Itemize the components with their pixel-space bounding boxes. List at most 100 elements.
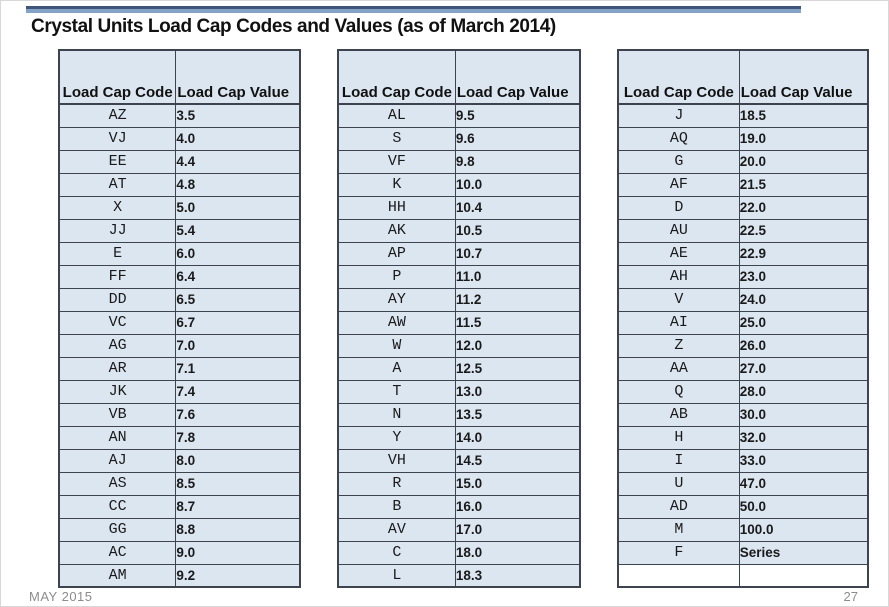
load-cap-value-cell: 4.8 [175,172,301,197]
load-cap-value-cell: 47.0 [738,471,869,496]
load-cap-value-cell: 11.5 [454,310,581,335]
load-cap-code-cell: DD [58,287,177,312]
load-cap-value-cell: 4.4 [175,149,301,174]
load-cap-value-cell: 15.0 [454,471,581,496]
table-row: I 33.0 [617,448,869,473]
load-cap-value-cell: 28.0 [738,379,869,404]
load-cap-value-cell: 22.0 [738,195,869,220]
load-cap-code-cell: VF [337,149,456,174]
table-row: H 32.0 [617,425,869,450]
load-cap-code-cell: S [337,126,456,151]
load-cap-value-cell: 8.7 [175,494,301,519]
load-cap-value-header: Load Cap Value [454,49,581,105]
table-row: C 18.0 [337,540,581,565]
load-cap-value-cell: 9.6 [454,126,581,151]
page-number: 27 [843,589,858,604]
load-cap-code-cell: AC [58,540,177,565]
load-cap-code-cell: FF [58,264,177,289]
load-cap-code-cell: H [617,425,740,450]
table-row: VC 6.7 [58,310,301,335]
load-cap-value-cell: 9.2 [175,563,301,588]
load-cap-code-cell: C [337,540,456,565]
load-cap-code-cell: VB [58,402,177,427]
table-row: J 18.5 [617,103,869,128]
load-cap-code-cell: T [337,379,456,404]
load-cap-code-cell: AL [337,103,456,128]
table-row: JK 7.4 [58,379,301,404]
footer-date: MAY 2015 [29,589,93,604]
table-row: Y 14.0 [337,425,581,450]
load-cap-value-cell: 12.0 [454,333,581,358]
load-cap-value-cell: 23.0 [738,264,869,289]
table-row: AT 4.8 [58,172,301,197]
load-cap-code-cell: AH [617,264,740,289]
table-row: AK 10.5 [337,218,581,243]
load-cap-code-cell: AK [337,218,456,243]
load-cap-code-cell: R [337,471,456,496]
load-cap-code-cell: AR [58,356,177,381]
load-cap-value-cell: 7.6 [175,402,301,427]
table-row: AZ 3.5 [58,103,301,128]
table-row: AR 7.1 [58,356,301,381]
load-cap-value-cell: 7.1 [175,356,301,381]
table-row: VB 7.6 [58,402,301,427]
header-row: Load Cap Code Load Cap Value [337,49,581,105]
table-row: AY 11.2 [337,287,581,312]
load-cap-code-cell: AQ [617,126,740,151]
load-cap-code-cell: K [337,172,456,197]
load-cap-table-1: Load Cap Code Load Cap Value AZ 3.5 VJ 4.0 EE 4… [58,49,301,588]
load-cap-value-cell: 13.0 [454,379,581,404]
load-cap-code-cell: Q [617,379,740,404]
table-row: F Series [617,540,869,565]
load-cap-value-cell: 4.0 [175,126,301,151]
load-cap-code-cell: I [617,448,740,473]
load-cap-code-cell: CC [58,494,177,519]
load-cap-code-header: Load Cap Code [617,49,740,105]
table-row: EE 4.4 [58,149,301,174]
table-row: M 100.0 [617,517,869,542]
load-cap-value-cell: 16.0 [454,494,581,519]
load-cap-code-cell: D [617,195,740,220]
load-cap-code-cell: VC [58,310,177,335]
table-row: AP 10.7 [337,241,581,266]
load-cap-value-cell: 9.5 [454,103,581,128]
load-cap-value-cell: 26.0 [738,333,869,358]
load-cap-value-cell: 50.0 [738,494,869,519]
load-cap-value-cell: 21.5 [738,172,869,197]
table-row: AC 9.0 [58,540,301,565]
load-cap-value-cell: 18.3 [454,563,581,588]
load-cap-code-cell: AB [617,402,740,427]
table-row: AU 22.5 [617,218,869,243]
table-row: Z 26.0 [617,333,869,358]
table-row: AN 7.8 [58,425,301,450]
load-cap-value-cell: 24.0 [738,287,869,312]
table-row: AA 27.0 [617,356,869,381]
load-cap-value-cell: 25.0 [738,310,869,335]
table-row: W 12.0 [337,333,581,358]
table-row: AG 7.0 [58,333,301,358]
load-cap-value-cell: Series [738,540,869,565]
load-cap-code-cell: EE [58,149,177,174]
load-cap-code-cell: HH [337,195,456,220]
load-cap-value-cell [738,563,869,588]
load-cap-value-cell: 27.0 [738,356,869,381]
table-row: X 5.0 [58,195,301,220]
load-cap-code-cell: AM [58,563,177,588]
load-cap-code-cell: J [617,103,740,128]
load-cap-code-cell: P [337,264,456,289]
load-cap-value-cell: 18.0 [454,540,581,565]
load-cap-code-cell: AT [58,172,177,197]
table-row: GG 8.8 [58,517,301,542]
table-row: R 15.0 [337,471,581,496]
load-cap-value-cell: 5.0 [175,195,301,220]
load-cap-code-cell: W [337,333,456,358]
load-cap-value-cell: 10.0 [454,172,581,197]
table-row: AS 8.5 [58,471,301,496]
table-row: Q 28.0 [617,379,869,404]
load-cap-value-cell: 32.0 [738,425,869,450]
table-row: P 11.0 [337,264,581,289]
load-cap-value-cell: 12.5 [454,356,581,381]
table-row: AL 9.5 [337,103,581,128]
load-cap-code-cell: X [58,195,177,220]
